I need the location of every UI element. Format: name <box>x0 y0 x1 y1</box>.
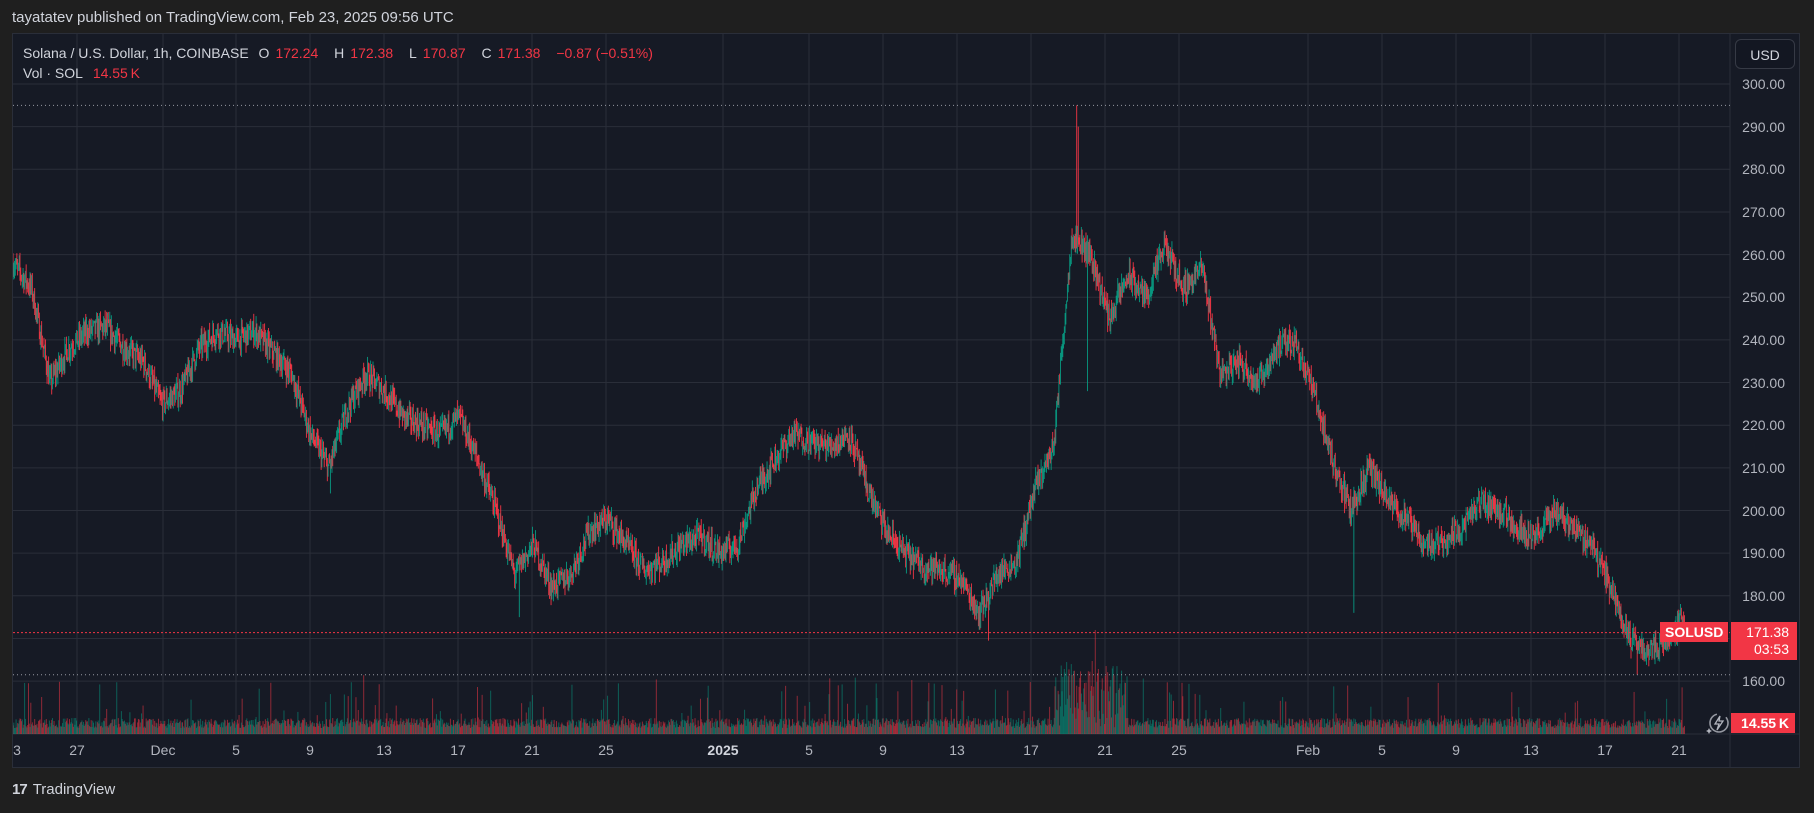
open-value: 172.24 <box>275 45 319 61</box>
time-tick-label: 21 <box>524 742 540 758</box>
low-value: 170.87 <box>422 45 466 61</box>
change-value: −0.87 (−0.51%) <box>556 45 653 61</box>
price-tick-label: 220.00 <box>1742 417 1785 434</box>
last-price: 171.38 <box>1746 624 1789 640</box>
high-label: H <box>334 45 345 61</box>
price-tick-label: 210.00 <box>1742 459 1785 476</box>
time-tick-label: 3 <box>13 742 21 758</box>
price-tick-label: 280.00 <box>1742 161 1785 178</box>
volume-value: 14.55 K <box>92 65 140 81</box>
time-tick-label: Feb <box>1295 742 1321 758</box>
price-tick-label: 270.00 <box>1742 203 1785 220</box>
time-tick-label: 5 <box>1378 742 1386 758</box>
time-tick-label: 21 <box>1671 742 1687 758</box>
time-tick-label: 13 <box>376 742 392 758</box>
price-tick-label: 190.00 <box>1742 545 1785 562</box>
time-tick-label: 9 <box>1452 742 1460 758</box>
bar-countdown: 03:53 <box>1753 641 1789 657</box>
time-tick-label: Dec <box>150 742 176 758</box>
price-tick-label: 290.00 <box>1742 118 1785 135</box>
time-tick-label: 17 <box>1023 742 1039 758</box>
time-tick-label: 13 <box>1523 742 1539 758</box>
chart-panel[interactable]: Solana / U.S. Dollar, 1h, COINBASE O 172.… <box>12 33 1800 768</box>
close-label: C <box>481 45 492 61</box>
brand-name[interactable]: TradingView <box>32 781 116 798</box>
time-tick-label: 9 <box>879 742 887 758</box>
ohlc-row: Solana / U.S. Dollar, 1h, COINBASE O 172.… <box>23 43 659 63</box>
price-tick-label: 200.00 <box>1742 502 1785 519</box>
time-tick-label: 9 <box>306 742 314 758</box>
time-tick-label: 5 <box>805 742 813 758</box>
price-chart-canvas[interactable] <box>13 34 1799 767</box>
time-tick-label: 27 <box>69 742 85 758</box>
time-tick-label: 2025 <box>707 742 739 758</box>
high-value: 172.38 <box>350 45 394 61</box>
price-tick-label: 160.00 <box>1742 673 1785 690</box>
chart-legend: Solana / U.S. Dollar, 1h, COINBASE O 172.… <box>23 43 659 83</box>
time-tick-label: 13 <box>949 742 965 758</box>
volume-label[interactable]: Vol · SOL <box>23 65 83 81</box>
price-tick-label: 180.00 <box>1742 587 1785 604</box>
footer: 17 TradingView <box>12 781 115 798</box>
time-tick-label: 17 <box>1597 742 1613 758</box>
open-label: O <box>258 45 270 61</box>
price-tick-label: 240.00 <box>1742 331 1785 348</box>
currency-button[interactable]: USD <box>1735 39 1795 69</box>
last-price-tag: 171.38 03:53 <box>1731 622 1797 660</box>
time-tick-label: 25 <box>1171 742 1187 758</box>
volume-price-tag: 14.55 K <box>1731 713 1795 733</box>
time-tick-label: 5 <box>232 742 240 758</box>
price-tick-label: 300.00 <box>1742 76 1785 92</box>
replay-lightning-icon[interactable] <box>1705 711 1731 737</box>
price-tick-label: 230.00 <box>1742 374 1785 391</box>
price-tick-label: 250.00 <box>1742 289 1785 306</box>
time-tick-label: 25 <box>598 742 614 758</box>
tradingview-logo-icon[interactable]: 17 <box>12 781 28 798</box>
symbol-description[interactable]: Solana / U.S. Dollar, 1h, COINBASE <box>23 45 249 61</box>
symbol-price-tag: SOLUSD <box>1660 622 1729 642</box>
time-tick-label: 21 <box>1097 742 1113 758</box>
low-label: L <box>409 45 417 61</box>
volume-row: Vol · SOL 14.55 K <box>23 63 659 83</box>
time-tick-label: 17 <box>450 742 466 758</box>
close-value: 171.38 <box>497 45 541 61</box>
published-line: tayatatev published on TradingView.com, … <box>12 9 454 26</box>
price-tick-label: 260.00 <box>1742 246 1785 263</box>
